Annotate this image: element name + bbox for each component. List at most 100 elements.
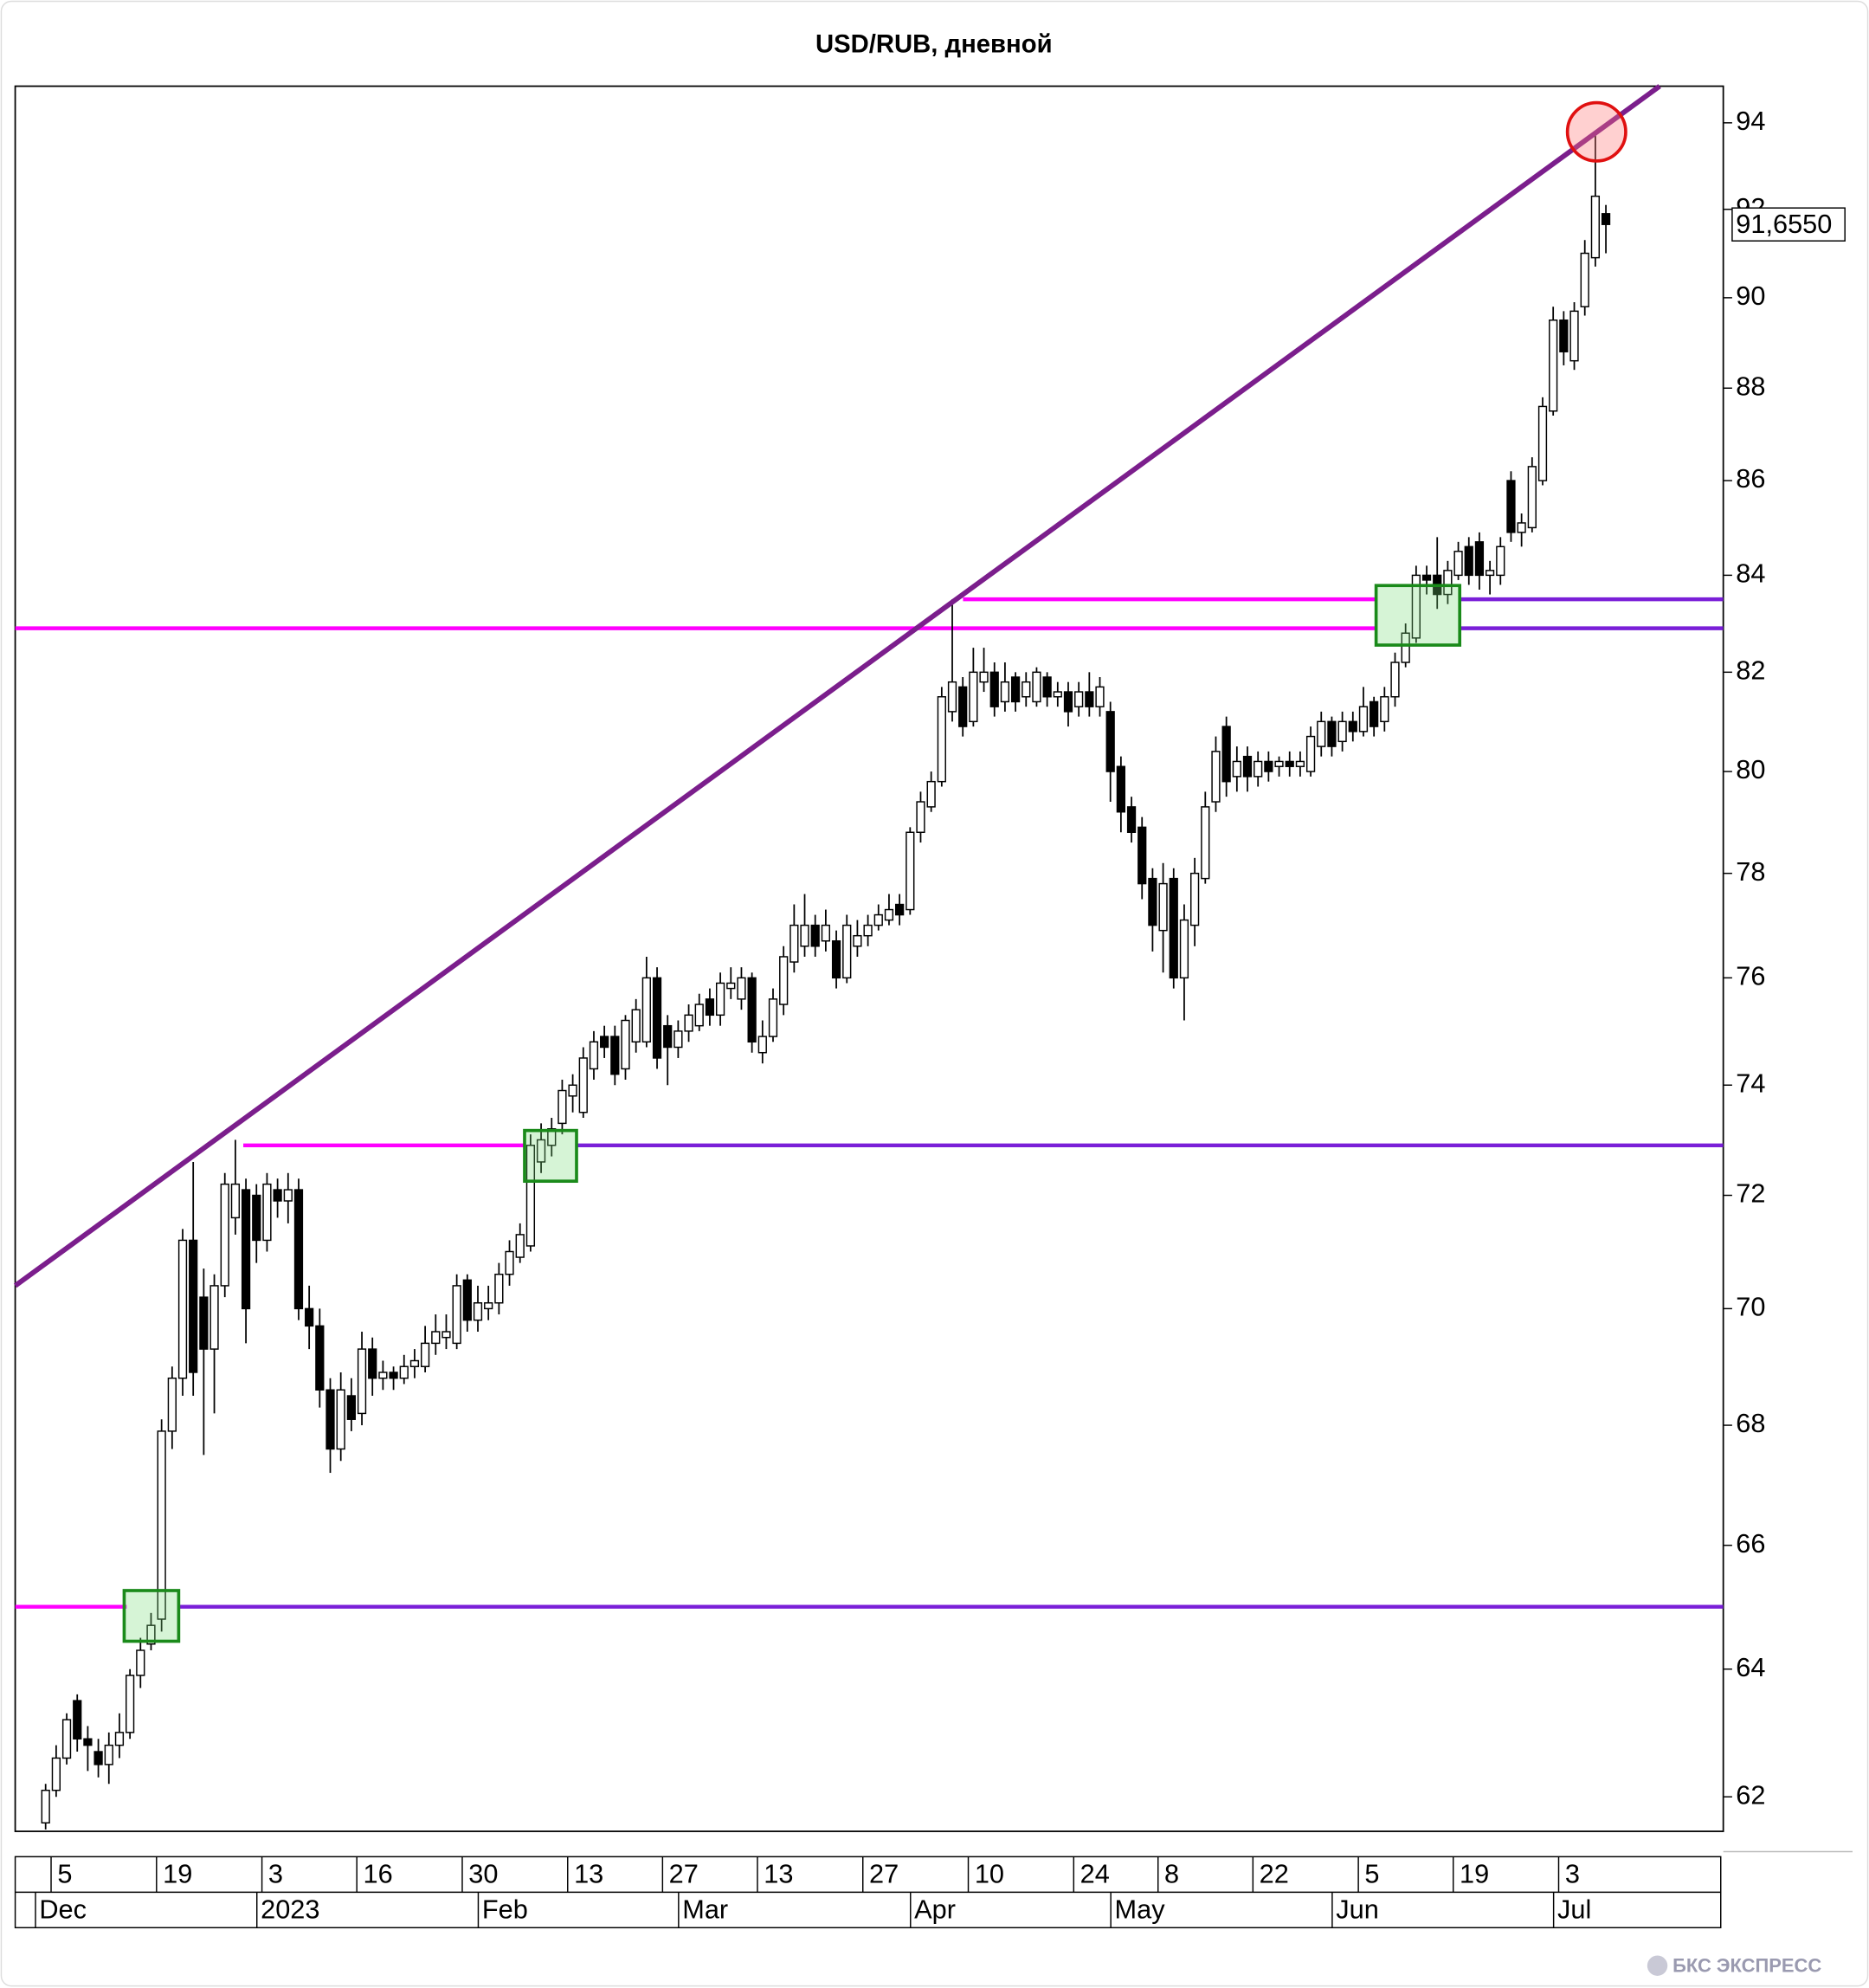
- candle-body: [842, 924, 852, 979]
- candle-body: [515, 1234, 525, 1258]
- x-month-label: 2023: [261, 1894, 319, 1924]
- candle-body: [810, 924, 820, 947]
- candle-body: [1390, 662, 1400, 698]
- candle-body: [1254, 760, 1263, 778]
- candle-body: [241, 1189, 251, 1310]
- y-tick-label: 78: [1736, 856, 1765, 887]
- candle-body: [694, 1004, 704, 1027]
- last-price-box: [1731, 207, 1846, 242]
- x-tick-label: 19: [163, 1858, 192, 1888]
- candle-body: [1285, 760, 1294, 767]
- plot-area: [14, 85, 1724, 1832]
- candle-body: [1074, 691, 1084, 707]
- x-tick-label: 13: [764, 1858, 793, 1888]
- candle-body: [1211, 751, 1221, 803]
- candle-body: [199, 1296, 209, 1350]
- candle-body: [1421, 574, 1432, 581]
- candle-body: [420, 1342, 430, 1367]
- candle-body: [368, 1348, 377, 1379]
- y-tick-label: 82: [1736, 655, 1765, 685]
- candle-body: [484, 1302, 493, 1310]
- candle-body: [937, 696, 946, 783]
- candle-body: [747, 977, 757, 1043]
- candle-body: [926, 780, 936, 808]
- candle-body: [873, 913, 883, 926]
- candle-body: [177, 1239, 188, 1379]
- highlight-circle: [1565, 100, 1627, 163]
- candle-body: [1517, 522, 1526, 533]
- candle-body: [989, 671, 999, 707]
- y-tick-label: 72: [1736, 1178, 1765, 1209]
- candle-body: [1000, 681, 1010, 703]
- plot: [15, 131, 1724, 1830]
- candle-body: [1063, 691, 1073, 713]
- candle-body: [409, 1359, 420, 1367]
- candle-body: [325, 1389, 335, 1450]
- highlight-box: [1374, 584, 1462, 647]
- candle-body: [1337, 720, 1347, 743]
- x-tick-label: 19: [1460, 1858, 1489, 1888]
- highlight-box: [122, 1589, 181, 1643]
- candle-body: [1085, 691, 1094, 707]
- candle-body: [568, 1084, 577, 1097]
- candle-body: [631, 1009, 641, 1043]
- candle-body: [1537, 405, 1548, 481]
- candle-body: [378, 1372, 388, 1379]
- candle-body: [73, 1700, 82, 1740]
- x-tick-label: 13: [574, 1858, 603, 1888]
- candle-body: [114, 1732, 125, 1746]
- candle-body: [705, 998, 715, 1017]
- candle-body: [789, 924, 799, 963]
- candle-body: [673, 1030, 683, 1049]
- candle-body: [1126, 806, 1137, 833]
- candle-body: [663, 1024, 673, 1049]
- candle-body: [305, 1307, 314, 1327]
- x-month-label: Mar: [682, 1894, 728, 1924]
- candle-body: [905, 831, 915, 911]
- candle-body: [389, 1372, 398, 1379]
- candle-body: [83, 1738, 93, 1746]
- y-tick-label: 86: [1736, 463, 1765, 494]
- y-tick-label: 88: [1736, 371, 1765, 401]
- candle-body: [473, 1302, 483, 1321]
- candle-body: [1148, 877, 1157, 926]
- candle-body: [1053, 691, 1062, 698]
- trend-line: [13, 84, 1661, 1288]
- candle-body: [1317, 720, 1326, 747]
- x-tick-label: 3: [268, 1858, 283, 1888]
- candle-body: [737, 977, 746, 1000]
- candle-body: [641, 977, 651, 1043]
- candle-body: [1348, 720, 1357, 733]
- candle-body: [1569, 310, 1579, 362]
- candle-body: [315, 1325, 325, 1391]
- candle-body: [1022, 681, 1031, 698]
- candle-body: [768, 998, 778, 1037]
- candle-body: [357, 1348, 367, 1415]
- logo-icon: [1647, 1955, 1668, 1976]
- x-tick-label: 5: [57, 1858, 72, 1888]
- y-tick-label: 90: [1736, 281, 1765, 311]
- y-tick-label: 64: [1736, 1652, 1765, 1682]
- candle-body: [1169, 877, 1178, 979]
- candle-body: [610, 1036, 620, 1075]
- candle-body: [505, 1250, 514, 1275]
- y-tick-label: 68: [1736, 1408, 1765, 1438]
- candle-body: [536, 1139, 546, 1163]
- candle-body: [779, 956, 789, 1005]
- x-tick-label: 27: [669, 1858, 699, 1888]
- candle-body: [1380, 696, 1389, 723]
- candle-body: [1443, 570, 1453, 596]
- candle-body: [220, 1183, 229, 1287]
- candle-body: [557, 1089, 567, 1125]
- candle-body: [863, 924, 873, 937]
- candle-body: [969, 671, 978, 723]
- candle-body: [1559, 320, 1569, 352]
- x-month-label: Jul: [1557, 1894, 1591, 1924]
- candle-body: [157, 1430, 166, 1620]
- candle-body: [1138, 826, 1147, 885]
- candle-body: [853, 934, 862, 947]
- candle-body: [1158, 882, 1168, 932]
- candle-body: [1116, 765, 1125, 813]
- candle-body: [1527, 466, 1537, 529]
- x-month-label: Dec: [39, 1894, 87, 1924]
